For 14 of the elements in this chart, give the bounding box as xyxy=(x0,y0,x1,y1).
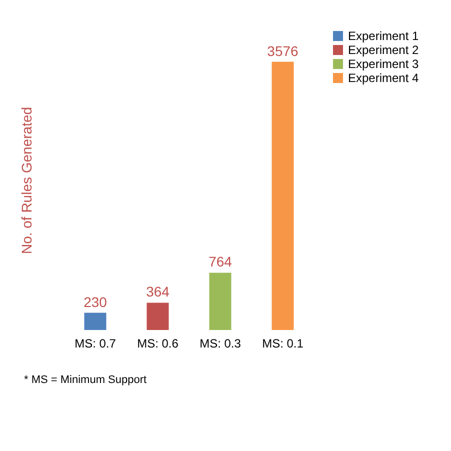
text: * MS = Minimum Support xyxy=(24,374,147,386)
data-label: 230 xyxy=(84,294,108,310)
legend-label: Experiment 3 xyxy=(348,57,420,71)
x-tick-label: MS: 0.6 xyxy=(137,336,179,350)
y-axis-title: No. of Rules Generated xyxy=(18,106,34,254)
data-label: 3576 xyxy=(267,42,299,59)
legend-label: Experiment 1 xyxy=(348,29,420,43)
legend-label: Experiment 4 xyxy=(348,71,420,85)
x-tick-label: MS: 0.3 xyxy=(200,336,242,350)
data-label: 364 xyxy=(146,284,170,300)
data-label: 764 xyxy=(208,254,232,270)
legend-label: Experiment 2 xyxy=(348,43,420,57)
x-tick-label: MS: 0.1 xyxy=(262,336,304,350)
x-tick-label: MS: 0.7 xyxy=(74,336,116,350)
